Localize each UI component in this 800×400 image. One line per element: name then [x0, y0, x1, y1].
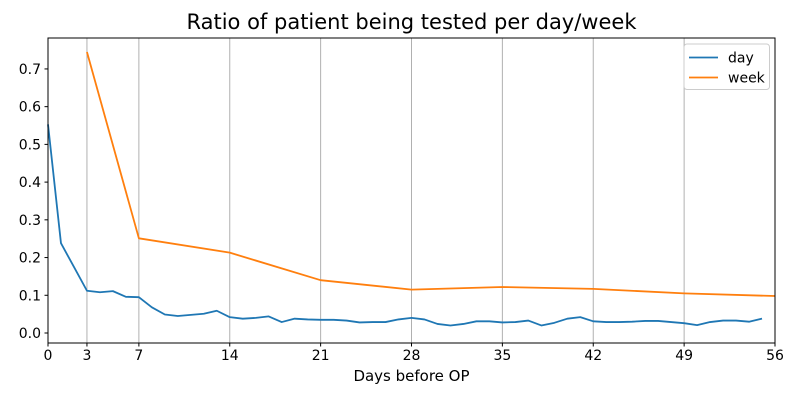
legend-day-label: day [728, 51, 754, 67]
x-tick-label: 42 [584, 348, 602, 364]
chart-title: Ratio of patient being tested per day/we… [186, 10, 637, 34]
x-tick-label: 35 [493, 348, 511, 364]
y-tick-label: 0.3 [19, 213, 41, 229]
y-tick-label: 0.6 [19, 100, 41, 116]
day-series-line [47, 124, 763, 327]
x-tick-label: 7 [134, 348, 143, 364]
y-tick-label: 0.1 [19, 288, 41, 304]
series-layer [47, 51, 776, 327]
y-tick-label: 0.0 [19, 326, 41, 342]
legend-week-label: week [728, 71, 766, 87]
x-tick-label: 3 [82, 348, 91, 364]
x-tick-label: 0 [44, 348, 53, 364]
y-tick-label: 0.4 [19, 175, 41, 191]
x-tick-label: 56 [766, 348, 784, 364]
grid-layer [47, 38, 776, 343]
week-series-line [86, 51, 776, 297]
x-tick-label: 28 [403, 348, 421, 364]
legend: day week [683, 43, 770, 90]
x-axis-label: Days before OP [353, 367, 469, 385]
x-tick-label: 49 [675, 348, 693, 364]
ticks-layer: 0 3 7 14 21 28 35 42 49 56 0.0 0.1 0.2 0.3 0.4 0.5 0.6 0.… [19, 62, 784, 364]
y-tick-label: 0.2 [19, 251, 41, 267]
x-tick-label: 14 [221, 348, 239, 364]
x-tick-label: 21 [312, 348, 330, 364]
y-tick-label: 0.5 [19, 137, 41, 153]
y-tick-label: 0.7 [19, 62, 41, 78]
